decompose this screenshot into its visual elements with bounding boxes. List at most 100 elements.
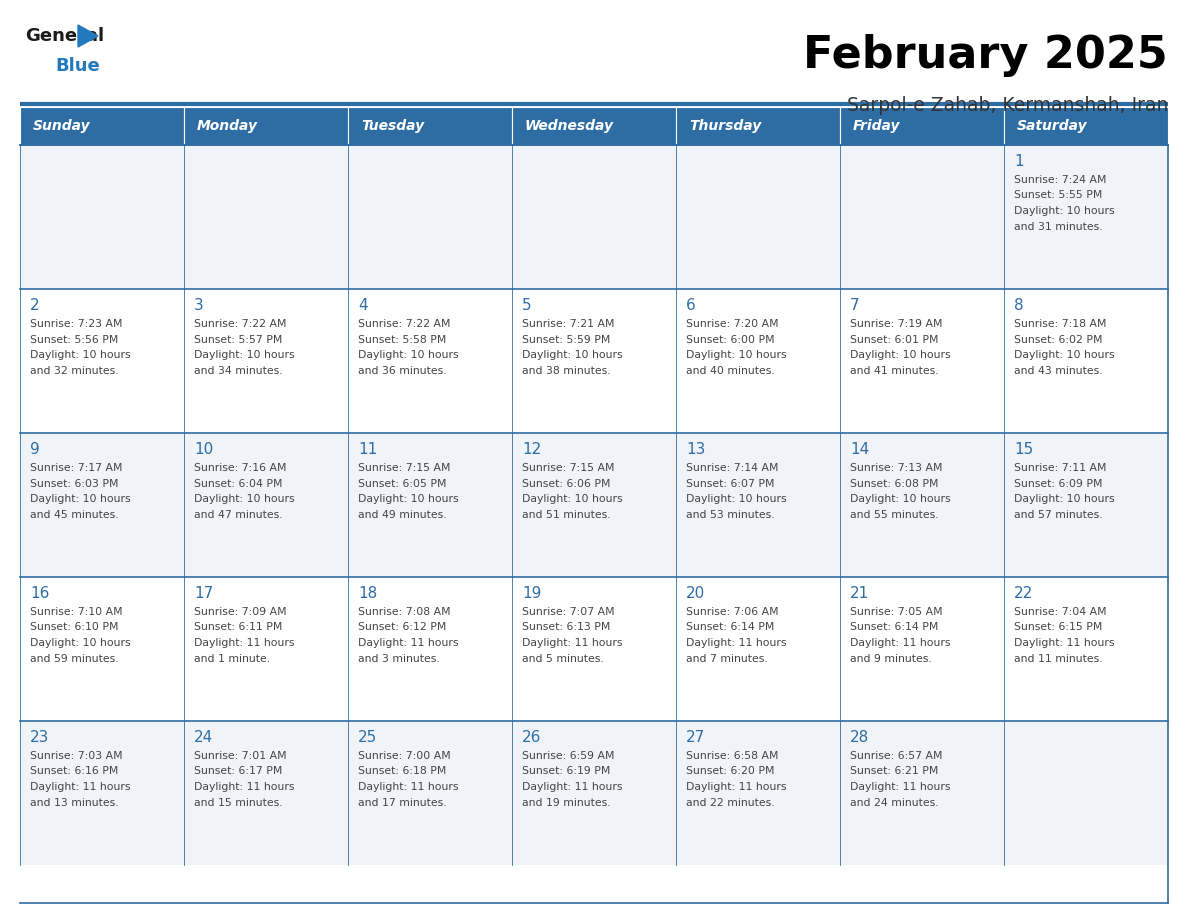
Text: Sunset: 6:10 PM: Sunset: 6:10 PM [30, 622, 119, 633]
Text: Sunrise: 7:09 AM: Sunrise: 7:09 AM [194, 607, 286, 617]
Bar [676, 577, 840, 721]
Text: and 5 minutes.: and 5 minutes. [522, 654, 604, 664]
Text: Daylight: 10 hours: Daylight: 10 hours [194, 494, 295, 504]
Text: and 51 minutes.: and 51 minutes. [522, 509, 611, 520]
Text: Daylight: 11 hours: Daylight: 11 hours [849, 782, 950, 792]
Text: 16: 16 [30, 586, 50, 601]
Text: Daylight: 10 hours: Daylight: 10 hours [685, 350, 786, 360]
Text: Sunrise: 7:13 AM: Sunrise: 7:13 AM [849, 463, 942, 473]
Text: and 59 minutes.: and 59 minutes. [30, 654, 119, 664]
Text: Sunset: 6:11 PM: Sunset: 6:11 PM [194, 622, 283, 633]
Text: Daylight: 10 hours: Daylight: 10 hours [1015, 494, 1114, 504]
Bar [184, 107, 348, 145]
Text: Daylight: 10 hours: Daylight: 10 hours [685, 494, 786, 504]
Bar [20, 145, 184, 289]
Text: and 19 minutes.: and 19 minutes. [522, 798, 611, 808]
Text: Daylight: 10 hours: Daylight: 10 hours [522, 350, 623, 360]
Text: and 1 minute.: and 1 minute. [194, 654, 270, 664]
Text: Tuesday: Tuesday [361, 119, 424, 133]
Bar [840, 721, 1004, 865]
Bar [840, 433, 1004, 577]
Text: and 49 minutes.: and 49 minutes. [358, 509, 447, 520]
Bar [676, 289, 840, 433]
Text: Sunrise: 7:11 AM: Sunrise: 7:11 AM [1015, 463, 1106, 473]
Text: 4: 4 [358, 298, 367, 313]
Text: 3: 3 [194, 298, 204, 313]
Bar [184, 433, 348, 577]
Bar [512, 145, 676, 289]
Text: Sunrise: 7:01 AM: Sunrise: 7:01 AM [194, 751, 286, 761]
Bar [20, 433, 184, 577]
Text: Sunrise: 7:23 AM: Sunrise: 7:23 AM [30, 319, 122, 329]
Polygon shape [78, 25, 97, 47]
Text: and 22 minutes.: and 22 minutes. [685, 798, 775, 808]
Text: General: General [25, 27, 105, 45]
Text: 9: 9 [30, 442, 39, 457]
Bar [20, 289, 184, 433]
Text: and 11 minutes.: and 11 minutes. [1015, 654, 1102, 664]
Bar [348, 289, 512, 433]
Text: 19: 19 [522, 586, 542, 601]
Text: 13: 13 [685, 442, 706, 457]
Text: Daylight: 10 hours: Daylight: 10 hours [194, 350, 295, 360]
Text: Sunrise: 7:04 AM: Sunrise: 7:04 AM [1015, 607, 1107, 617]
Bar [1004, 433, 1168, 577]
Text: and 7 minutes.: and 7 minutes. [685, 654, 767, 664]
Bar [348, 721, 512, 865]
Text: Daylight: 11 hours: Daylight: 11 hours [358, 638, 459, 648]
Text: and 55 minutes.: and 55 minutes. [849, 509, 939, 520]
Text: Sunset: 6:14 PM: Sunset: 6:14 PM [685, 622, 775, 633]
Text: and 32 minutes.: and 32 minutes. [30, 365, 119, 375]
Text: Sunrise: 7:06 AM: Sunrise: 7:06 AM [685, 607, 778, 617]
Text: 12: 12 [522, 442, 542, 457]
Text: Blue: Blue [55, 57, 100, 75]
Text: 21: 21 [849, 586, 870, 601]
Bar [512, 577, 676, 721]
Text: Daylight: 10 hours: Daylight: 10 hours [358, 350, 459, 360]
Text: 23: 23 [30, 730, 50, 745]
Text: Monday: Monday [197, 119, 258, 133]
Text: and 53 minutes.: and 53 minutes. [685, 509, 775, 520]
Text: 1: 1 [1015, 154, 1024, 169]
Text: Sunrise: 7:05 AM: Sunrise: 7:05 AM [849, 607, 942, 617]
Text: Sunrise: 6:57 AM: Sunrise: 6:57 AM [849, 751, 942, 761]
Text: Sunrise: 7:18 AM: Sunrise: 7:18 AM [1015, 319, 1106, 329]
Bar [512, 433, 676, 577]
Text: Sunrise: 6:58 AM: Sunrise: 6:58 AM [685, 751, 778, 761]
Text: Sunrise: 7:24 AM: Sunrise: 7:24 AM [1015, 175, 1106, 185]
Bar [348, 577, 512, 721]
Text: Daylight: 11 hours: Daylight: 11 hours [30, 782, 131, 792]
Text: 24: 24 [194, 730, 214, 745]
Text: and 13 minutes.: and 13 minutes. [30, 798, 119, 808]
Text: Daylight: 10 hours: Daylight: 10 hours [30, 494, 131, 504]
Text: Sunrise: 7:17 AM: Sunrise: 7:17 AM [30, 463, 122, 473]
Text: Sunset: 6:06 PM: Sunset: 6:06 PM [522, 478, 611, 488]
Text: Sunset: 5:57 PM: Sunset: 5:57 PM [194, 334, 283, 344]
Bar [840, 107, 1004, 145]
Bar [840, 289, 1004, 433]
Bar [184, 577, 348, 721]
Text: 27: 27 [685, 730, 706, 745]
Text: Sunrise: 7:19 AM: Sunrise: 7:19 AM [849, 319, 942, 329]
Text: 20: 20 [685, 586, 706, 601]
Text: Sunset: 6:15 PM: Sunset: 6:15 PM [1015, 622, 1102, 633]
Text: Sunday: Sunday [33, 119, 90, 133]
Text: Friday: Friday [853, 119, 901, 133]
Text: Daylight: 10 hours: Daylight: 10 hours [849, 494, 950, 504]
Text: Sunset: 5:59 PM: Sunset: 5:59 PM [522, 334, 611, 344]
Text: Sunset: 6:07 PM: Sunset: 6:07 PM [685, 478, 775, 488]
Text: Thursday: Thursday [689, 119, 762, 133]
Text: 22: 22 [1015, 586, 1034, 601]
Bar [20, 721, 184, 865]
Text: Daylight: 10 hours: Daylight: 10 hours [358, 494, 459, 504]
Text: Sunrise: 7:15 AM: Sunrise: 7:15 AM [358, 463, 450, 473]
Text: February 2025: February 2025 [803, 33, 1168, 76]
Text: Sunset: 6:13 PM: Sunset: 6:13 PM [522, 622, 611, 633]
Text: 10: 10 [194, 442, 214, 457]
Text: Daylight: 10 hours: Daylight: 10 hours [1015, 350, 1114, 360]
Text: and 43 minutes.: and 43 minutes. [1015, 365, 1102, 375]
Text: Daylight: 11 hours: Daylight: 11 hours [522, 638, 623, 648]
Text: Sunset: 6:19 PM: Sunset: 6:19 PM [522, 767, 611, 777]
Text: Sunset: 6:01 PM: Sunset: 6:01 PM [849, 334, 939, 344]
Text: Sunrise: 7:00 AM: Sunrise: 7:00 AM [358, 751, 450, 761]
